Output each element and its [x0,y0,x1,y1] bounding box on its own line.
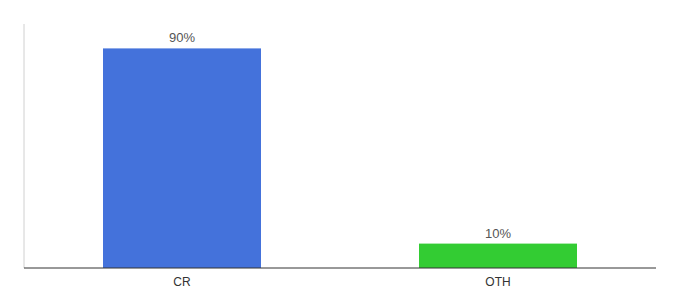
data-label: 90% [169,30,195,45]
data-label: 10% [485,226,511,241]
y-axis-line [24,24,25,268]
bars [103,48,577,268]
chart-container: 90% 10% CR OTH [0,0,680,300]
bar [103,48,261,268]
x-tick-label: OTH [485,275,510,289]
chart: 90% 10% CR OTH [0,0,680,300]
x-tick-label: CR [173,275,191,289]
bar [419,244,577,268]
x-axis-line [24,268,656,269]
